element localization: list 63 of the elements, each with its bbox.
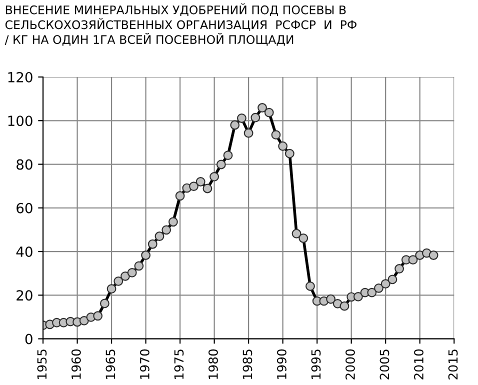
x-tick-label: 1960 <box>71 349 81 379</box>
point <box>292 228 302 238</box>
x-tick-label: 2005 <box>380 350 390 380</box>
point <box>210 172 220 182</box>
point <box>244 128 254 138</box>
point <box>284 148 294 158</box>
x-tick-label: 2015 <box>448 350 458 380</box>
point <box>367 288 377 298</box>
point <box>162 225 172 235</box>
x-tick-label: 1980 <box>208 349 218 379</box>
point <box>141 250 151 260</box>
y-tick-label: 120 <box>8 72 32 82</box>
point <box>114 276 124 286</box>
point <box>340 301 350 311</box>
point <box>250 112 260 122</box>
point <box>236 114 246 123</box>
x-tick-label: 1990 <box>276 349 286 379</box>
point <box>380 279 390 289</box>
x-tick-label: 1975 <box>174 350 184 379</box>
point <box>196 177 206 186</box>
point <box>353 292 363 302</box>
x-tick-label: 2010 <box>414 349 424 380</box>
chart-title: ВНЕСЕНИЕ МИНЕРАЛЬНЫХ УДОБРЕНИЙ ПОД ПОСЕВЫ В СЕЛЬСКОХОЗЯЙСТВЕННЫХ ОРГАНИЗАЦИЯ РСФСР И РФ / КГ НА ОДИН 1ГА ВСЕЙ ПОСЕВНОЙ ПЛОЩАДИ <box>4 3 356 46</box>
point <box>258 103 267 112</box>
point <box>271 130 281 140</box>
point <box>394 264 404 274</box>
x-tick-label: 2000 <box>346 349 355 380</box>
point <box>298 234 308 243</box>
point <box>120 271 130 281</box>
point <box>168 217 178 227</box>
point <box>127 268 137 278</box>
point <box>175 191 185 201</box>
point <box>134 261 144 271</box>
x-tick-label: 1995 <box>311 350 321 379</box>
point <box>428 250 438 260</box>
y-tick-label: 20 <box>16 290 32 301</box>
point <box>148 239 158 249</box>
point <box>154 232 164 241</box>
point <box>202 184 212 194</box>
x-tick-label: 1970 <box>140 349 150 379</box>
point <box>100 298 110 308</box>
point <box>79 316 89 326</box>
point <box>106 284 116 294</box>
y-tick-label: 100 <box>8 116 32 126</box>
y-tick-label: 40 <box>16 246 32 258</box>
x-tick-label: 1965 <box>106 350 116 379</box>
y-tick-label: 60 <box>16 202 32 214</box>
point <box>278 141 288 151</box>
y-tick-label: 0 <box>25 334 32 344</box>
point <box>306 282 315 291</box>
x-tick-label: 1955 <box>37 350 47 379</box>
point <box>93 311 103 321</box>
x-tick-label: 1985 <box>242 350 252 379</box>
point <box>388 274 398 284</box>
point <box>223 150 233 160</box>
point <box>230 120 240 130</box>
point <box>189 182 198 192</box>
point <box>408 255 418 265</box>
point <box>264 108 274 118</box>
point <box>326 294 336 304</box>
y-tick-label: 80 <box>16 159 32 170</box>
point <box>216 160 226 170</box>
point <box>374 283 384 293</box>
